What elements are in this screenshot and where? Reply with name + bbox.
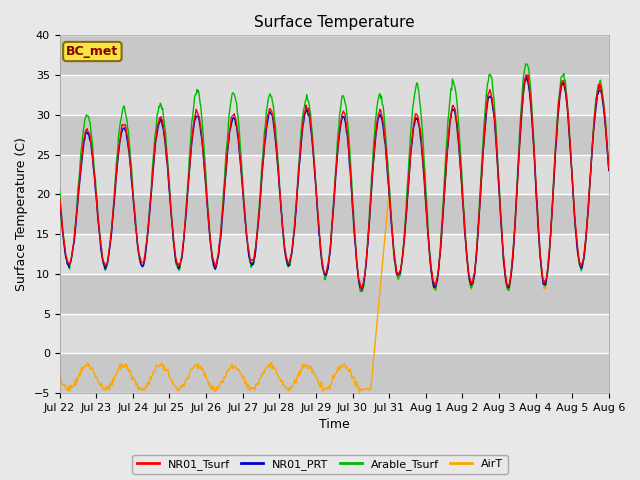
Text: BC_met: BC_met [67, 45, 118, 58]
Bar [60, 75, 609, 115]
Bar [60, 36, 609, 75]
Bar [60, 353, 609, 393]
X-axis label: Time: Time [319, 419, 349, 432]
Bar [60, 115, 609, 155]
Y-axis label: Surface Temperature (C): Surface Temperature (C) [15, 137, 28, 291]
Legend: NR01_Tsurf, NR01_PRT, Arable_Tsurf, AirT: NR01_Tsurf, NR01_PRT, Arable_Tsurf, AirT [132, 455, 508, 474]
Bar [60, 274, 609, 313]
Bar [60, 313, 609, 353]
Bar [60, 155, 609, 194]
Title: Surface Temperature: Surface Temperature [254, 15, 415, 30]
Bar [60, 234, 609, 274]
Bar [60, 194, 609, 234]
